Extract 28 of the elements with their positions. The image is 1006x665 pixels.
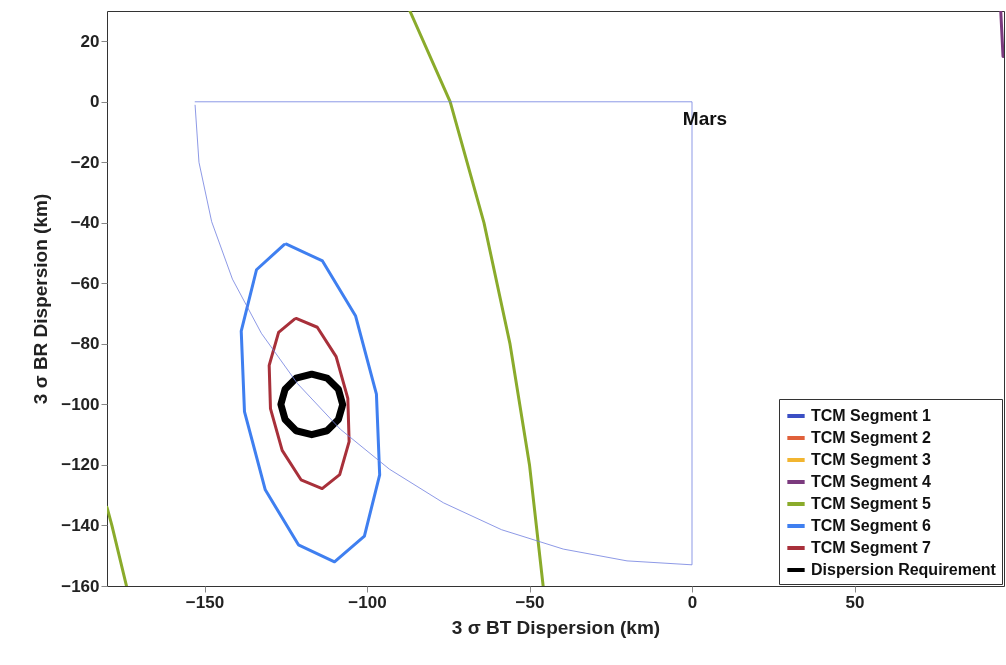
legend-label: TCM Segment 7 (811, 539, 932, 556)
y-tick-label: −160 (61, 576, 100, 596)
y-axis-title: 3 σ BR Dispersion (km) (30, 193, 52, 405)
y-tick-label: 20 (80, 31, 100, 51)
legend-label: TCM Segment 5 (811, 495, 932, 512)
x-tick-label: −50 (515, 592, 545, 612)
legend-label: TCM Segment 2 (811, 429, 932, 446)
y-tick-label: −140 (61, 515, 100, 535)
annotation: Mars (682, 108, 728, 129)
y-tick-label: 0 (90, 92, 100, 112)
x-tick-label: −150 (185, 592, 225, 612)
y-tick-label: −100 (61, 394, 100, 414)
y-tick-label: −120 (61, 455, 100, 475)
y-tick-label: −80 (70, 334, 100, 354)
line-series (267, 316, 351, 491)
legend-label: TCM Segment 3 (811, 451, 932, 468)
legend-label: TCM Segment 4 (811, 473, 932, 490)
legend-label: TCM Segment 6 (811, 517, 932, 534)
y-tick-label: −20 (70, 152, 100, 172)
x-axis-title: 3 σ BT Dispersion (km) (451, 616, 661, 638)
legend-label: Dispersion Requirement (811, 561, 997, 578)
x-tick-label: −100 (348, 592, 387, 612)
y-tick-label: −60 (70, 273, 100, 293)
line-series (239, 242, 382, 564)
x-tick-label: 50 (845, 592, 865, 612)
y-tick-label: −40 (70, 213, 100, 233)
legend-label: TCM Segment 1 (811, 407, 932, 424)
x-tick-label: 0 (687, 592, 698, 612)
